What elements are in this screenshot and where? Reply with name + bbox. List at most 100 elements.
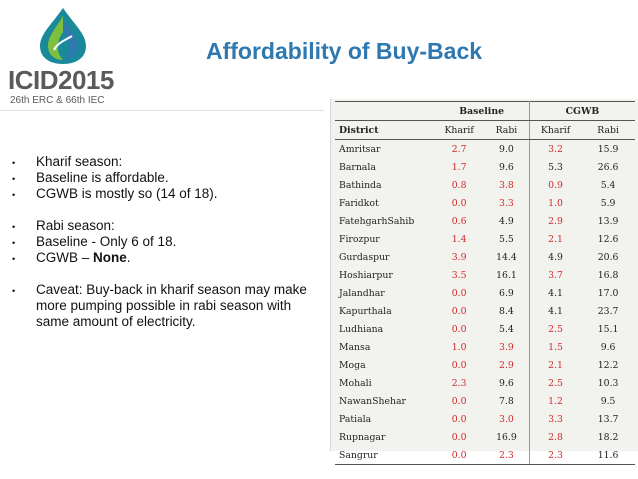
cell-b-rabi: 14.4: [483, 248, 530, 266]
cell-b-rabi: 5.5: [483, 230, 530, 248]
cell-b-kharif: 1.4: [451, 233, 467, 245]
cell-c-kharif: 4.1: [548, 305, 563, 317]
col-header-cgwb-rabi: Rabi: [581, 120, 635, 140]
bullet-caveat: Caveat: Buy-back in kharif season may ma…: [12, 282, 327, 330]
affordability-table: Baseline CGWB District Kharif Rabi Khari…: [335, 101, 635, 465]
cell-b-kharif: 0.0: [451, 287, 467, 299]
table-row: Hoshiarpur 3.5 16.1 3.7 16.8: [335, 266, 635, 284]
cell-district: Amritsar: [339, 143, 381, 155]
cell-c-rabi: 13.7: [597, 413, 619, 425]
cell-c-kharif: 4.9: [548, 251, 563, 263]
cell-b-kharif: 1.7: [451, 161, 467, 173]
table-row: Amritsar 2.7 9.0 3.2 15.9: [335, 139, 635, 158]
cell-c-rabi: 10.3: [597, 377, 619, 389]
cell-c-kharif: 1.5: [548, 341, 563, 353]
cell-district: Bathinda: [339, 179, 382, 191]
cell-c-kharif: 5.3: [548, 161, 563, 173]
bullet-cgwb-strong: None: [93, 250, 127, 265]
cell-b-kharif: 0.0: [451, 305, 467, 317]
cell-district: Moga: [339, 359, 366, 371]
cell-c-rabi: 12.2: [597, 359, 619, 371]
cell-c-rabi: 16.8: [597, 269, 619, 281]
cell-c-kharif: 1.2: [548, 395, 563, 407]
table-row: Bathinda 0.8 3.8 0.9 5.4: [335, 176, 635, 194]
col-header-cgwb-kharif: Kharif: [529, 120, 582, 140]
cell-district: Mansa: [339, 341, 371, 353]
cell-b-kharif: 0.0: [434, 446, 484, 465]
cell-b-rabi: 3.0: [483, 410, 530, 428]
cell-district: Hoshiarpur: [339, 269, 393, 281]
table-row: NawanShehar 0.0 7.8 1.2 9.5: [335, 392, 635, 410]
table-row: Moga 0.0 2.9 2.1 12.2: [335, 356, 635, 374]
group-header-cgwb: CGWB: [529, 101, 635, 121]
cell-district: Firozpur: [339, 233, 380, 245]
cell-c-rabi: 17.0: [597, 287, 619, 299]
cell-b-kharif: 3.9: [451, 251, 467, 263]
group-header-baseline: Baseline: [434, 101, 530, 121]
cell-c-rabi: 26.6: [597, 161, 619, 173]
cell-c-rabi: 11.6: [581, 446, 635, 465]
cell-b-rabi: 3.9: [483, 338, 530, 356]
cell-district: Sangrur: [335, 446, 435, 465]
slide-title: Affordability of Buy-Back: [206, 38, 483, 64]
cell-b-rabi: 2.3: [483, 446, 530, 465]
cell-b-rabi: 9.6: [483, 374, 530, 392]
table-row: Mansa 1.0 3.9 1.5 9.6: [335, 338, 635, 356]
cell-district: Gurdaspur: [339, 251, 390, 263]
cell-b-kharif: 1.0: [451, 341, 467, 353]
cell-c-kharif: 2.1: [548, 233, 563, 245]
cell-c-kharif: 0.9: [548, 179, 563, 191]
cell-b-rabi: 7.8: [483, 392, 530, 410]
logo-subtitle: 26th ERC & 66th IEC: [10, 95, 105, 106]
cell-district: Ludhiana: [339, 323, 384, 335]
cell-district: Mohali: [339, 377, 372, 389]
table-row: Rupnagar 0.0 16.9 2.8 18.2: [335, 428, 635, 446]
bullet-cgwb-suffix: .: [126, 250, 131, 265]
bullet-rabi-season: Rabi season:: [12, 218, 327, 235]
bullet-list: Kharif season: Baseline is affordable. C…: [12, 154, 327, 330]
table-row: Faridkot 0.0 3.3 1.0 5.9: [335, 194, 635, 212]
cell-c-kharif: 4.1: [548, 287, 563, 299]
bullet-cgwb-none: CGWB – None.: [12, 250, 327, 267]
cell-b-kharif: 0.0: [451, 413, 467, 425]
bullet-baseline-affordable: Baseline is affordable.: [12, 170, 327, 187]
cell-b-kharif: 0.0: [451, 323, 467, 335]
table-group-header-row: Baseline CGWB: [335, 101, 635, 121]
cell-b-rabi: 3.3: [483, 194, 530, 212]
cell-c-rabi: 12.6: [597, 233, 619, 245]
cell-b-kharif: 0.6: [451, 215, 467, 227]
table-row: Firozpur 1.4 5.5 2.1 12.6: [335, 230, 635, 248]
cell-b-kharif: 0.0: [451, 359, 467, 371]
table-row: Gurdaspur 3.9 14.4 4.9 20.6: [335, 248, 635, 266]
cell-c-rabi: 5.9: [600, 197, 616, 209]
cell-c-kharif: 2.5: [548, 377, 563, 389]
cell-district: Jalandhar: [339, 287, 385, 299]
cell-b-kharif: 0.0: [451, 431, 467, 443]
cell-c-rabi: 9.5: [600, 395, 616, 407]
cell-district: Faridkot: [339, 197, 379, 209]
col-header-baseline-kharif: Kharif: [434, 120, 484, 140]
header-divider: [0, 110, 324, 111]
table-row: Kapurthala 0.0 8.4 4.1 23.7: [335, 302, 635, 320]
cell-c-kharif: 3.2: [548, 143, 563, 155]
bullet-cgwb-prefix: CGWB –: [36, 250, 94, 265]
cell-district: Patiala: [339, 413, 372, 425]
cell-b-rabi: 9.0: [483, 139, 530, 158]
cell-b-rabi: 4.9: [483, 212, 530, 230]
cell-c-rabi: 15.9: [597, 143, 619, 155]
col-header-baseline-rabi: Rabi: [483, 120, 530, 140]
icid-logo: ICID2015 26th ERC & 66th IEC: [2, 2, 122, 106]
bullet-kharif-season: Kharif season:: [12, 154, 327, 171]
cell-district: FatehgarhSahib: [339, 215, 415, 227]
cell-c-rabi: 13.9: [597, 215, 619, 227]
cell-b-kharif: 2.7: [451, 143, 467, 155]
cell-c-rabi: 23.7: [597, 305, 619, 317]
cell-c-kharif: 3.7: [548, 269, 563, 281]
table-row: FatehgarhSahib 0.6 4.9 2.9 13.9: [335, 212, 635, 230]
cell-c-kharif: 2.5: [548, 323, 563, 335]
cell-c-kharif: 2.3: [529, 446, 582, 465]
cell-district: NawanShehar: [339, 395, 406, 407]
cell-c-rabi: 9.6: [600, 341, 616, 353]
affordability-table-panel: Baseline CGWB District Kharif Rabi Khari…: [330, 99, 638, 465]
cell-c-rabi: 15.1: [597, 323, 619, 335]
